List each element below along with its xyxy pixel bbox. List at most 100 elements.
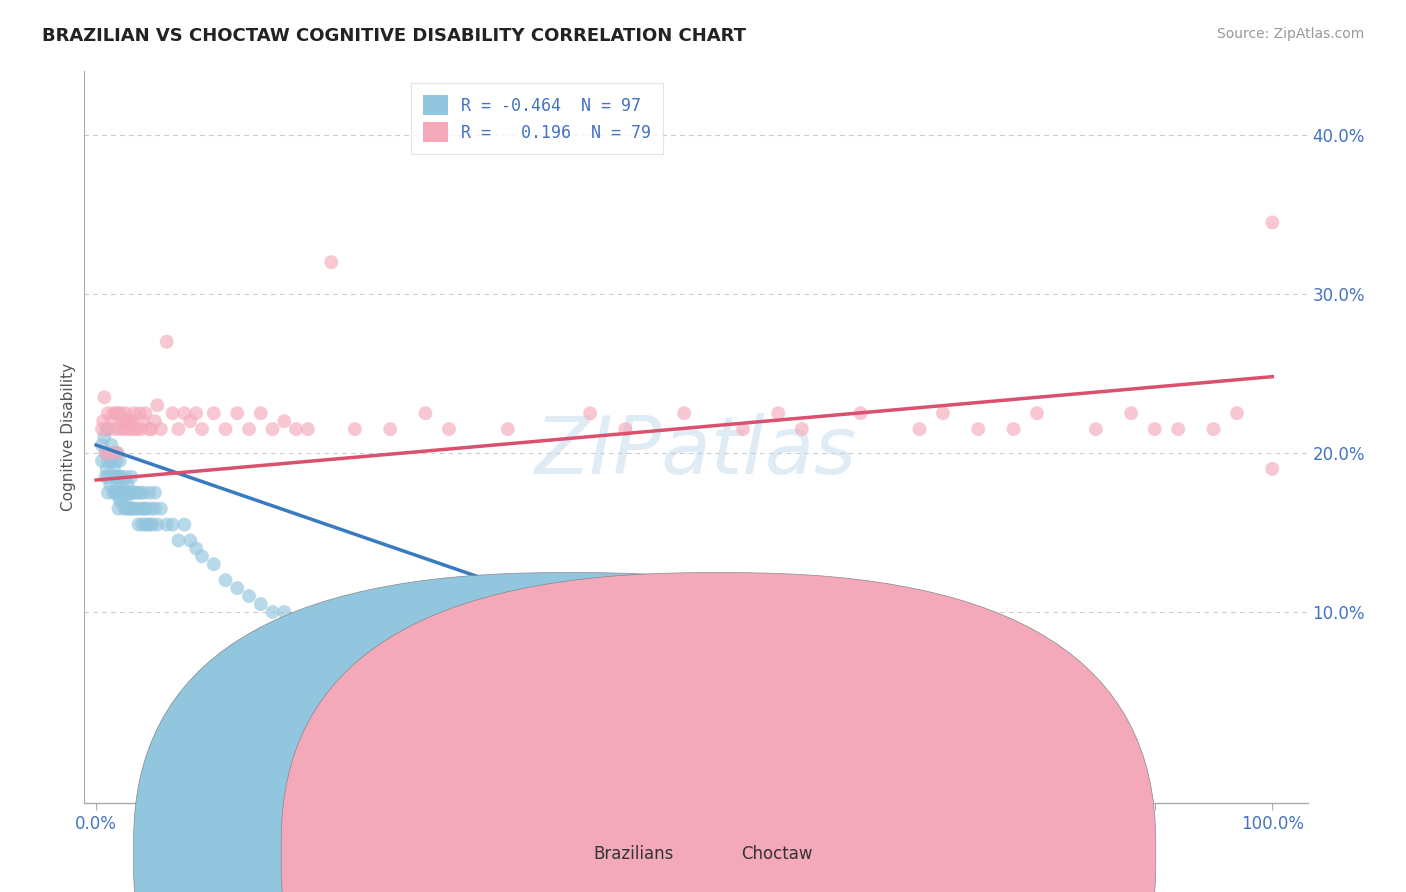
Point <box>128 406 150 420</box>
Point <box>162 517 184 532</box>
Point <box>415 660 437 674</box>
Point <box>179 533 201 548</box>
Point <box>673 676 696 690</box>
Point <box>321 255 343 269</box>
Point <box>97 470 120 484</box>
Point <box>136 517 159 532</box>
Point <box>124 485 146 500</box>
Point <box>162 406 184 420</box>
Point <box>111 493 134 508</box>
Point <box>96 422 118 436</box>
Point <box>132 501 155 516</box>
Point <box>932 406 955 420</box>
Point <box>249 406 271 420</box>
Point <box>107 470 129 484</box>
Point <box>380 645 402 659</box>
Point <box>149 501 172 516</box>
Point <box>1226 406 1249 420</box>
Point <box>115 414 138 428</box>
Point <box>127 422 149 436</box>
Point <box>321 629 343 643</box>
Point <box>768 406 790 420</box>
Point <box>1167 422 1189 436</box>
Point <box>118 414 141 428</box>
Point <box>100 438 122 452</box>
Point <box>100 414 122 428</box>
Point <box>415 406 437 420</box>
Point <box>105 477 128 491</box>
Point <box>111 414 134 428</box>
Point <box>103 462 125 476</box>
Point <box>908 668 931 682</box>
Point <box>108 422 131 436</box>
Point <box>108 454 131 468</box>
Point <box>184 406 207 420</box>
Point <box>100 454 122 468</box>
Point <box>1084 422 1107 436</box>
Point <box>112 485 135 500</box>
Point <box>135 517 157 532</box>
Point <box>149 422 172 436</box>
Point <box>226 406 249 420</box>
Point <box>97 454 120 468</box>
Point <box>297 422 319 436</box>
Point <box>214 422 236 436</box>
Point <box>343 629 366 643</box>
Point <box>114 470 136 484</box>
Point <box>114 493 136 508</box>
Point <box>124 422 146 436</box>
Point <box>122 406 145 420</box>
Point <box>437 422 460 436</box>
Point <box>1002 422 1025 436</box>
Point <box>142 517 165 532</box>
Point <box>143 414 166 428</box>
Point <box>285 422 308 436</box>
Point <box>91 422 114 436</box>
Point <box>226 581 249 595</box>
Point <box>115 485 138 500</box>
Point <box>167 422 190 436</box>
Point <box>790 422 813 436</box>
Point <box>110 470 132 484</box>
Point <box>91 454 114 468</box>
Point <box>103 406 125 420</box>
Point <box>108 493 131 508</box>
Point <box>297 621 319 635</box>
Point <box>138 422 160 436</box>
Point <box>104 446 127 460</box>
Point <box>143 485 166 500</box>
Point <box>179 414 201 428</box>
Point <box>173 406 195 420</box>
Point <box>135 501 157 516</box>
Point <box>108 485 131 500</box>
Point <box>731 422 754 436</box>
Point <box>97 422 120 436</box>
Point <box>167 533 190 548</box>
Point <box>1026 406 1049 420</box>
Text: Brazilians: Brazilians <box>593 845 673 863</box>
Point <box>141 501 163 516</box>
Point <box>93 430 115 444</box>
Point <box>202 406 225 420</box>
Point <box>117 477 139 491</box>
Point <box>1121 406 1143 420</box>
Point <box>932 660 955 674</box>
Point <box>120 485 142 500</box>
Point <box>105 406 128 420</box>
Point <box>262 422 284 436</box>
Point <box>191 422 214 436</box>
Point <box>380 422 402 436</box>
Point <box>120 485 142 500</box>
Point <box>129 485 152 500</box>
Text: Choctaw: Choctaw <box>741 845 813 863</box>
Point <box>908 422 931 436</box>
Point <box>143 501 166 516</box>
Point <box>110 406 132 420</box>
Point <box>555 668 578 682</box>
Point <box>97 446 120 460</box>
Y-axis label: Cognitive Disability: Cognitive Disability <box>60 363 76 511</box>
Point <box>120 470 142 484</box>
Point <box>120 422 142 436</box>
Point <box>139 517 162 532</box>
Text: ZIPatlas: ZIPatlas <box>534 413 858 491</box>
